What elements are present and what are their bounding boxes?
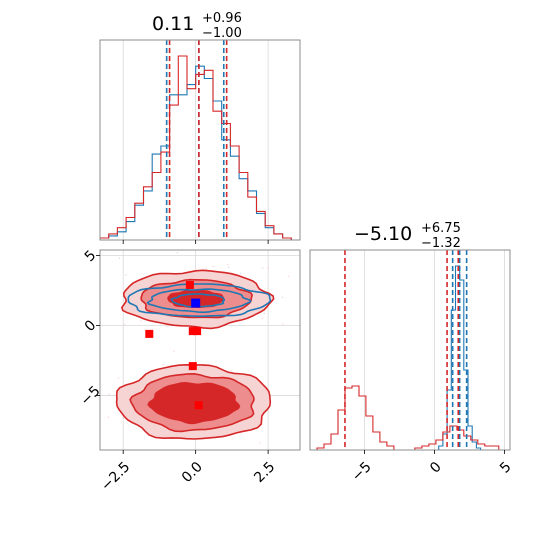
marginal-panel-1: 0.11 +0.96 −1.00 [99,11,301,244]
joint-red-marker [193,327,202,336]
joint-sample-dot [228,266,230,269]
top-title-value: 0.11 [152,13,194,35]
joint-blue-contour [170,293,226,308]
right-title-sub: −1.32 [421,236,461,251]
joint-xtick-label: −2.5 [98,459,133,494]
joint-sample-dot [108,393,111,396]
joint-sample-dot [267,267,269,269]
joint-sample-dot [107,416,110,418]
joint-red-marker [185,281,194,289]
joint-sample-dot [162,364,164,366]
joint-sample-dot [281,296,284,298]
joint-sample-dot [212,265,214,268]
joint-ytick-label: 0 [82,317,100,335]
joint-red-contour [147,381,241,425]
right-title-sup: +6.75 [421,221,461,236]
joint-xtick-label: 0.0 [179,459,206,486]
joint-red-marker [188,362,197,371]
joint-sample-dot [125,274,127,276]
joint-blue-contour [146,288,252,314]
joint-blue-contour [127,283,272,318]
right-hist-blue [438,265,482,450]
joint-sample-dot [168,454,169,455]
joint-sample-dot [263,312,266,315]
joint-red-marker [188,327,197,336]
joint-sample-dot [176,252,179,254]
joint-sample-dot [262,267,264,269]
joint-ytick-label: 5 [82,247,100,265]
joint-sample-dot [239,272,242,274]
joint-blue-marker [191,298,201,308]
joint-sample-dot [287,275,290,278]
joint-sample-dot [140,320,142,322]
joint-sample-dot [261,317,263,319]
joint-xtick-label: 2.5 [251,459,278,486]
right-xtick-label: 5 [497,459,515,477]
joint-panel: −2.5 0.0 2.5−505 [78,247,301,494]
joint-sample-dot [124,323,126,325]
joint-sample-dot [259,452,260,453]
joint-blue-contours [127,283,272,318]
right-title-value: −5.10 [354,223,412,245]
joint-sample-dot [173,350,175,352]
top-title-sub: −1.00 [202,26,242,41]
right-hist-red [310,385,506,450]
joint-sample-dot [122,417,125,419]
top-quantile-lines [165,40,228,240]
joint-sample-dot [259,442,261,444]
top-title: 0.11 +0.96 −1.00 [152,11,242,41]
joint-red-marker [194,401,203,410]
right-xtick-label: 0 [427,459,445,477]
joint-sample-dot [282,323,284,325]
right-title: −5.10 +6.75 −1.32 [354,221,461,251]
right-grid [364,250,505,450]
top-ticks [122,240,269,244]
joint-sample-dot [205,268,208,270]
marginal-panel-2: −5 0 5 −5.10 +6.75 −1.32 [309,221,515,485]
joint-sample-dot [117,377,120,379]
right-ticks: −5 0 5 [349,450,515,485]
top-hist-red [100,55,300,240]
right-histograms [310,265,506,450]
right-xtick-label: −5 [349,459,375,485]
top-title-sup: +0.96 [202,11,242,26]
joint-sample-dot [230,370,233,372]
top-histograms [100,55,300,240]
right-quantile-lines [344,250,468,450]
joint-sample-dot [118,257,121,259]
joint-red-marker [145,329,154,338]
joint-markers [145,281,203,410]
joint-sample-dot [165,326,168,328]
joint-sample-dot [227,263,229,266]
